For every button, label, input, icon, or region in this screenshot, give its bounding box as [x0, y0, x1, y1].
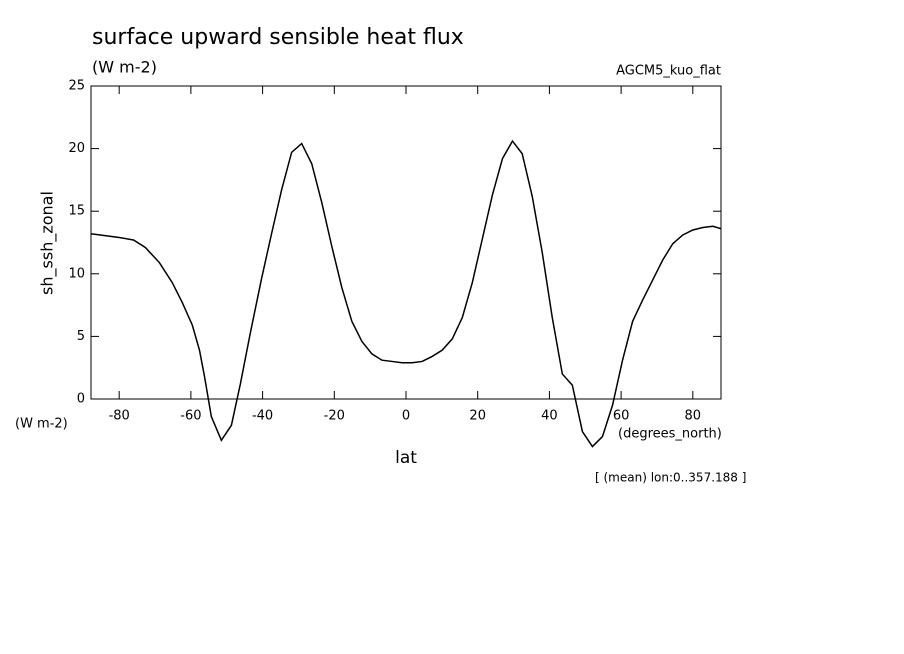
x-tick-label: -40 [252, 409, 273, 424]
x-tick-label: 60 [613, 409, 630, 424]
x-axis-label: lat [395, 448, 417, 468]
y-tick-label: 10 [68, 266, 85, 281]
x-tick-label: 0 [402, 409, 410, 424]
model-name: AGCM5_kuo_flat [616, 64, 721, 79]
x-tick-label: 20 [469, 409, 486, 424]
y-units: (W m-2) [15, 417, 68, 432]
y-tick-label: 20 [68, 141, 85, 156]
x-tick-label: -80 [109, 409, 130, 424]
x-units: (degrees_north) [618, 427, 722, 442]
chart-title: surface upward sensible heat flux [92, 25, 464, 50]
x-tick-label: -60 [180, 409, 201, 424]
note: [ (mean) lon:0..357.188 ] [595, 471, 746, 485]
y-tick-label: 25 [68, 79, 85, 94]
x-tick-label: 40 [541, 409, 558, 424]
data-line [90, 139, 722, 448]
y-tick-label: 5 [77, 329, 85, 344]
y-tick-label: 0 [77, 392, 85, 407]
y-axis-label: sh_ssh_zonal [38, 191, 58, 295]
units: (W m-2) [92, 58, 157, 77]
plot-frame [90, 85, 722, 400]
y-tick-label: 15 [68, 204, 85, 219]
x-tick-label: 80 [685, 409, 702, 424]
x-tick-label: -20 [324, 409, 345, 424]
